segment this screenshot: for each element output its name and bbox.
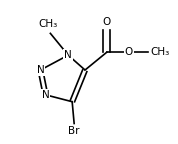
Text: N: N [64,50,72,60]
Text: O: O [124,47,133,57]
Text: Br: Br [68,126,80,137]
Text: CH₃: CH₃ [39,19,58,29]
Text: CH₃: CH₃ [150,47,170,57]
Text: O: O [103,17,111,28]
Text: N: N [37,65,44,75]
Text: N: N [41,90,49,100]
